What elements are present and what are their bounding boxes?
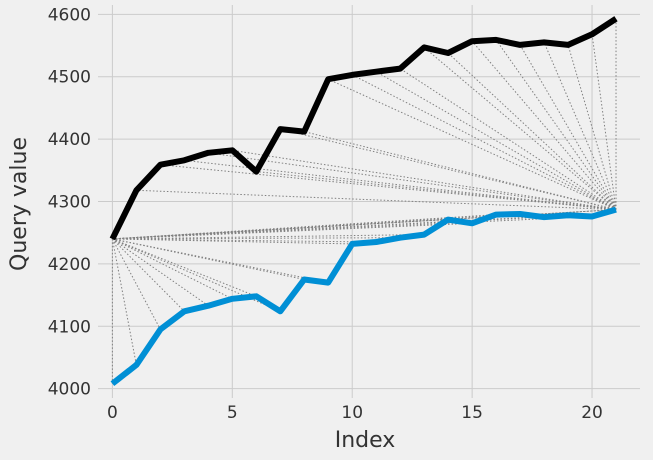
connector-line — [112, 238, 329, 284]
connector-line — [112, 238, 233, 300]
y-tick-label: 4500 — [48, 68, 91, 88]
x-tick-label: 0 — [107, 403, 118, 423]
y-tick-label: 4200 — [48, 255, 91, 275]
y-tick-label: 4400 — [48, 130, 91, 150]
connector-line — [111, 238, 137, 366]
x-tick-label: 20 — [581, 403, 603, 423]
connector-line — [351, 74, 617, 211]
y-tick-label: 4600 — [48, 5, 91, 25]
y-tick-label: 4000 — [48, 380, 91, 400]
connector-line — [256, 171, 617, 211]
connector-line — [399, 68, 617, 211]
x-tick-labels: 0 5 10 15 20 — [107, 403, 603, 423]
connector-line — [112, 238, 257, 297]
connector-line — [112, 238, 185, 312]
y-tick-label: 4100 — [48, 317, 91, 337]
y-tick-labels: 4000 4100 4200 4300 4400 4500 4600 — [48, 5, 91, 399]
x-tick-label: 5 — [227, 403, 238, 423]
connector-line — [304, 131, 617, 211]
x-axis-label: Index — [335, 428, 396, 453]
connector-line — [112, 213, 521, 240]
x-tick-label: 15 — [461, 403, 483, 423]
connector-line — [160, 164, 617, 211]
connector-line — [112, 214, 569, 240]
connector-line — [112, 238, 281, 312]
connector-line — [328, 78, 617, 211]
y-tick-label: 4300 — [48, 193, 91, 213]
grid — [98, 5, 640, 398]
y-axis-label: Query value — [7, 137, 32, 271]
connector-line — [375, 71, 617, 211]
connector-line — [112, 215, 593, 240]
connector-line — [184, 159, 617, 211]
connector-line — [111, 238, 161, 330]
connector-line — [471, 40, 617, 210]
connector-line — [112, 234, 425, 240]
connector-line — [280, 128, 617, 211]
connector-line — [208, 152, 617, 211]
connector-line — [567, 44, 617, 210]
series-line-1 — [109, 16, 618, 241]
connector-line — [136, 189, 617, 211]
x-tick-label: 10 — [341, 403, 363, 423]
series-line-2 — [110, 206, 617, 387]
connector-lines — [111, 18, 617, 384]
connector-line — [112, 238, 377, 243]
connector-line — [232, 149, 617, 211]
connector-line — [543, 42, 617, 210]
connector-line — [112, 237, 401, 240]
connector-line — [591, 34, 617, 210]
connector-line — [112, 238, 209, 307]
connector-line — [519, 44, 617, 210]
series-lines — [109, 16, 618, 387]
